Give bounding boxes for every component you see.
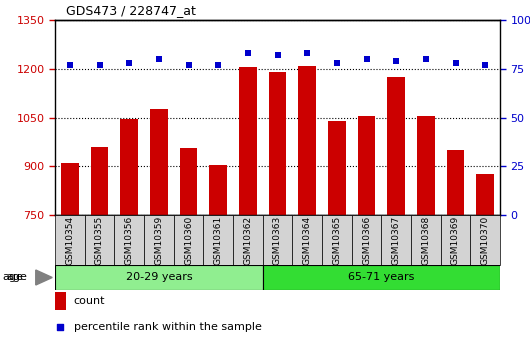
Text: count: count [74, 296, 105, 306]
Bar [263, 265, 500, 290]
Text: GSM10370: GSM10370 [481, 215, 490, 265]
Text: GSM10366: GSM10366 [362, 215, 371, 265]
Point [56, 324, 65, 329]
Point [481, 62, 489, 68]
Text: percentile rank within the sample: percentile rank within the sample [74, 322, 262, 332]
Text: GDS473 / 228747_at: GDS473 / 228747_at [66, 3, 196, 17]
Text: GSM10354: GSM10354 [65, 215, 74, 265]
Bar [85, 215, 114, 265]
Bar [298, 66, 316, 215]
Point [155, 56, 163, 62]
Bar [411, 215, 440, 265]
Text: GSM10369: GSM10369 [451, 215, 460, 265]
Bar [91, 147, 109, 215]
Bar [476, 174, 494, 215]
Text: GSM10365: GSM10365 [332, 215, 341, 265]
Point [363, 56, 371, 62]
Bar [55, 292, 66, 310]
Text: 20-29 years: 20-29 years [126, 273, 192, 283]
Bar [233, 215, 263, 265]
Text: age: age [3, 273, 23, 283]
Bar [440, 215, 470, 265]
Point [303, 50, 312, 56]
Text: GSM10362: GSM10362 [243, 215, 252, 265]
Bar [470, 215, 500, 265]
Point [244, 50, 252, 56]
Text: GSM10360: GSM10360 [184, 215, 193, 265]
Point [421, 56, 430, 62]
Text: GSM10367: GSM10367 [392, 215, 401, 265]
Text: GSM10356: GSM10356 [125, 215, 134, 265]
Bar [417, 116, 435, 215]
Bar [322, 215, 352, 265]
Bar [381, 215, 411, 265]
Bar [61, 163, 79, 215]
Bar [114, 215, 144, 265]
Bar [263, 215, 293, 265]
Bar [447, 150, 464, 215]
Bar [209, 165, 227, 215]
Text: GSM10355: GSM10355 [95, 215, 104, 265]
Point [392, 58, 400, 64]
Point [95, 62, 104, 68]
Point [184, 62, 193, 68]
Bar [269, 72, 286, 215]
Bar [55, 265, 263, 290]
Bar [387, 77, 405, 215]
Bar [352, 215, 381, 265]
Text: 65-71 years: 65-71 years [348, 273, 414, 283]
Bar [174, 215, 204, 265]
Point [273, 52, 282, 58]
Bar [150, 109, 167, 215]
Bar [204, 215, 233, 265]
Point [451, 60, 460, 66]
Bar [358, 116, 375, 215]
Bar [293, 215, 322, 265]
Text: GSM10361: GSM10361 [214, 215, 223, 265]
Point [214, 62, 223, 68]
Bar [239, 67, 257, 215]
Bar [180, 148, 197, 215]
Polygon shape [36, 270, 52, 285]
Text: GSM10364: GSM10364 [303, 215, 312, 265]
Point [125, 60, 134, 66]
Point [333, 60, 341, 66]
Bar [144, 215, 174, 265]
Text: GSM10359: GSM10359 [154, 215, 163, 265]
Text: GSM10363: GSM10363 [273, 215, 282, 265]
Text: age: age [6, 273, 28, 283]
Bar [55, 215, 85, 265]
Point [66, 62, 74, 68]
Bar [120, 119, 138, 215]
Text: GSM10368: GSM10368 [421, 215, 430, 265]
Bar [328, 121, 346, 215]
